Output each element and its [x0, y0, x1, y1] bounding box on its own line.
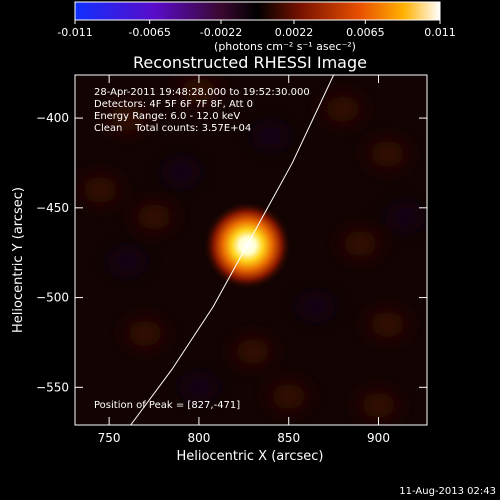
solar-limb — [130, 75, 335, 425]
axis-ticks: 750 800 850 900 −400 −450 −500 −550 — [36, 75, 427, 445]
peak-position-label: Position of Peak = [827,-471] — [94, 400, 240, 411]
footer-date: 11-Aug-2013 02:43 — [399, 486, 496, 497]
colorbar-ticks: -0.011 -0.0065 -0.0022 0.0022 0.0065 0.011 — [57, 20, 456, 39]
plot-frame — [74, 74, 428, 426]
colorbar-tick-label: -0.0065 — [128, 26, 170, 39]
annotation-energy: Energy Range: 6.0 - 12.0 keV — [94, 111, 240, 122]
y-tick-label: −400 — [36, 111, 69, 125]
x-tick-label: 850 — [277, 431, 300, 445]
x-tick-label: 900 — [367, 431, 390, 445]
plot-area — [75, 75, 427, 425]
colorbar-tick-label: -0.0022 — [200, 26, 242, 39]
annotation-time: 28-Apr-2011 19:48:28.000 to 19:52:30.000 — [94, 87, 310, 98]
x-axis-label: Heliocentric X (arcsec) — [177, 449, 324, 464]
y-tick-label: −550 — [36, 380, 69, 394]
annotation-detectors: Detectors: 4F 5F 6F 7F 8F, Att 0 — [94, 99, 253, 110]
annotation-block: 28-Apr-2011 19:48:28.000 to 19:52:30.000… — [94, 87, 310, 134]
colorbar-unit: (photons cm⁻² s⁻¹ asec⁻²) — [214, 40, 356, 53]
chart-title: Reconstructed RHESSI Image — [133, 53, 367, 72]
colorbar — [74, 1, 441, 21]
annotation-counts: Clean Total counts: 3.57E+04 — [94, 123, 251, 134]
y-tick-label: −500 — [36, 291, 69, 305]
colorbar-tick-label: 0.011 — [424, 26, 456, 39]
x-tick-label: 800 — [187, 431, 210, 445]
y-tick-label: −450 — [36, 201, 69, 215]
x-tick-label: 750 — [98, 431, 121, 445]
colorbar-tick-label: 0.0022 — [275, 26, 314, 39]
colorbar-tick-label: 0.0065 — [346, 26, 385, 39]
y-axis-label: Heliocentric Y (arcsec) — [11, 187, 26, 333]
colorbar-tick-label: -0.011 — [57, 26, 92, 39]
